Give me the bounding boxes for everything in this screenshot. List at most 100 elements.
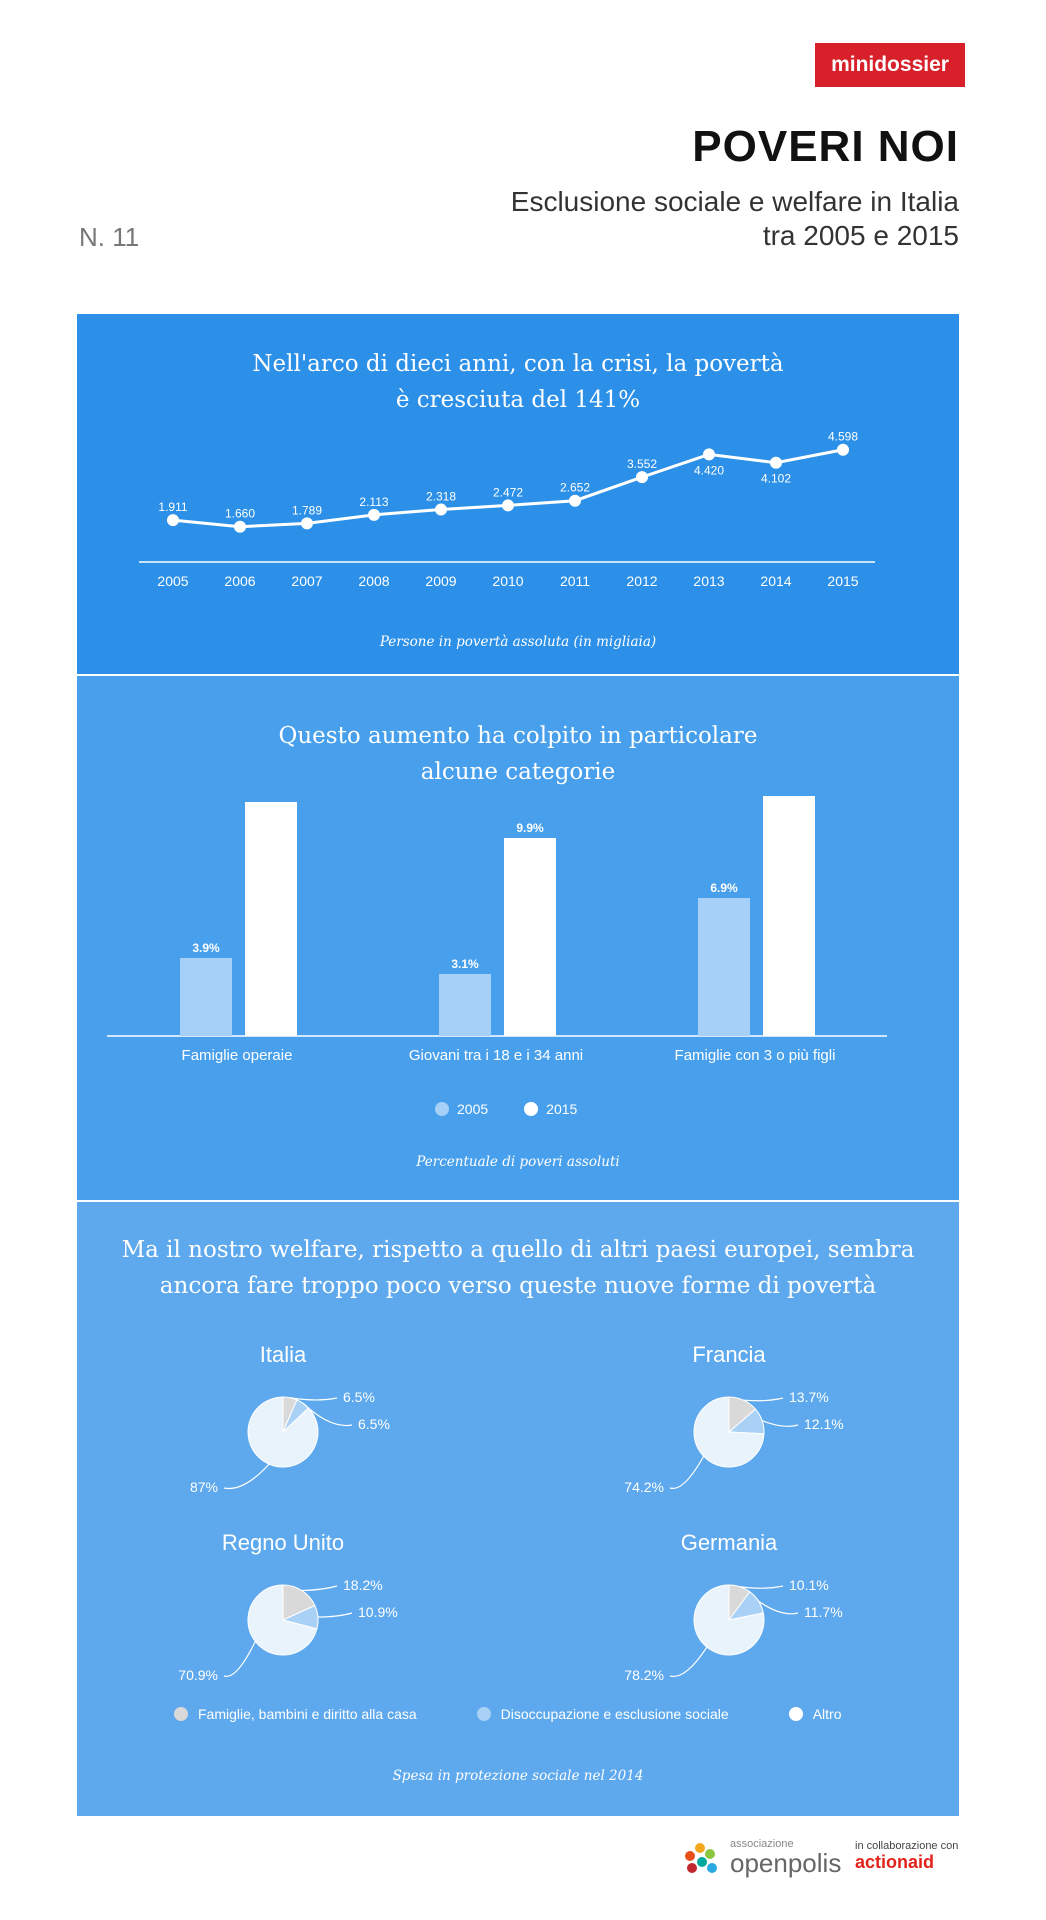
x-tick-2005: 2005 [157,573,188,589]
line-chart: 1.911 2005 1.660 2006 1.789 2007 2.113 2008 2.31… [139,430,875,589]
pie-label-1-1: 12.1% [804,1416,844,1432]
data-label-2013: 4.420 [694,463,724,477]
x-tick-2015: 2015 [827,573,858,589]
pie-label-2-2: 70.9% [178,1667,218,1683]
x-tick-2011: 2011 [560,573,590,589]
data-label-2011: 2.652 [560,481,590,495]
pie-label-3-0: 10.1% [789,1577,829,1593]
pie-title-germania: Germania [680,1530,778,1555]
actionaid-small-text: in collaborazione con [855,1840,959,1852]
section2-title-line2: alcune categorie [420,759,616,785]
page-subtitle-line2: tra 2005 e 2015 [762,220,959,251]
bar-2005-2 [698,898,750,1036]
pie-label-3-1: 11.7% [804,1604,843,1620]
bar-label-2005-2: 6.9% [710,881,738,895]
category-label-1: Giovani tra i 18 e i 34 anni [409,1047,583,1064]
x-tick-2006: 2006 [224,573,255,589]
pie-label-0-2: 87% [190,1479,218,1495]
legend-label-altro: Altro [812,1706,842,1722]
x-tick-2009: 2009 [425,573,456,589]
bar-legend: 2005 2015 [435,1101,577,1117]
pie-leader-3-0 [739,1585,784,1589]
data-point-2005 [167,514,179,527]
legend-swatch-famiglie [174,1707,188,1721]
data-label-2007: 1.789 [292,503,322,517]
openpolis-small-text: associazione [730,1838,794,1850]
data-point-2011 [569,494,581,507]
page-title: POVERI NOI [692,122,959,171]
bar-chart: 3.9% 11.7% Famiglie operaie 3.1% 9.9% Giovani… [107,796,887,1064]
legend-label-famiglie: Famiglie, bambini e diritto alla casa [198,1706,417,1722]
pie-leader-0-0 [290,1397,338,1401]
categories-panel: Questo aumento ha colpito in particolare… [77,676,959,1200]
pie-leader-2-2 [223,1641,256,1677]
pie-legend: Famiglie, bambini e diritto alla casa Di… [174,1706,841,1722]
legend-label-disoccupazione: Disoccupazione e esclusione sociale [500,1706,729,1722]
pie-label-2-0: 18.2% [343,1577,383,1593]
bar-2015-0 [245,802,297,1036]
bar-label-2005-1: 3.1% [451,957,479,971]
pie-title-regno-unito: Regno Unito [221,1530,345,1555]
x-tick-2007: 2007 [291,573,322,589]
section1-caption: Persone in povertà assoluta (in migliaia… [379,634,657,650]
x-tick-2010: 2010 [492,573,523,589]
pie-label-1-2: 74.2% [624,1479,664,1495]
legend-swatch-altro [788,1707,803,1721]
bar-label-2015-0: 11.7% [254,796,288,799]
x-tick-2014: 2014 [760,573,791,589]
actionaid-name: actionaid [855,1852,935,1872]
section3-title: Ma il nostro welfare, rispetto a quello … [77,1232,959,1304]
pie-label-2-1: 10.9% [358,1604,398,1620]
data-label-2014: 4.102 [761,472,791,486]
pie-leader-2-0 [301,1585,338,1592]
legend-label-2005: 2005 [457,1101,489,1117]
pie-leader-1-1 [761,1420,799,1427]
section2-title: Questo aumento ha colpito in particolare… [77,718,959,790]
legend-swatch-2005 [435,1102,449,1116]
pie-leader-2-1 [317,1612,353,1618]
legend-label-2015: 2015 [546,1101,578,1117]
actionaid-logo: in collaborazione con actionaid [855,1840,958,1873]
data-label-2006: 1.660 [225,507,255,521]
page-subtitle-line1: Esclusione sociale e welfare in Italia [510,186,959,217]
pie-label-3-2: 78.2% [624,1667,664,1683]
data-point-2015 [837,443,849,456]
pie-title-italia: Italia [259,1342,307,1367]
data-point-2014 [770,456,782,469]
pie-slice-1-2 [693,1396,765,1468]
data-point-2009 [435,503,447,516]
x-tick-2008: 2008 [358,573,389,589]
data-point-2008 [368,508,380,521]
category-label-0: Famiglie operaie [182,1047,293,1064]
data-label-2009: 2.318 [426,489,456,503]
data-point-2007 [301,517,313,530]
pie-title-francia: Francia [692,1342,766,1367]
legend-swatch-2015 [524,1102,539,1116]
pie-label-1-0: 13.7% [789,1389,829,1405]
bar-2005-0 [180,958,232,1036]
pie-leader-3-2 [669,1646,708,1678]
pie-leader-0-2 [223,1463,270,1490]
pie-label-0-0: 6.5% [343,1389,375,1405]
data-label-2015: 4.598 [828,430,858,444]
section2-title-line1: Questo aumento ha colpito in particolare [278,723,758,749]
section2-caption: Percentuale di poveri assoluti [416,1154,620,1170]
pie-slice-0-2 [247,1396,319,1468]
pie-label-0-1: 6.5% [358,1416,390,1432]
pie-slice-3-2 [693,1584,765,1656]
section1-title-line2: è cresciuta del 141% [395,387,641,413]
pie-leader-1-2 [669,1455,705,1489]
x-tick-2012: 2012 [626,573,657,589]
category-label-2: Famiglie con 3 o più figli [675,1047,836,1064]
data-label-2005: 1.911 [158,500,187,514]
bar-2015-2 [763,796,815,1036]
minidossier-badge: minidossier [815,43,965,87]
x-tick-2013: 2013 [693,573,724,589]
section3-title-line2: ancora fare troppo poco verso queste nuo… [159,1273,877,1299]
data-point-2006 [234,520,246,533]
pie-leader-1-0 [743,1397,784,1402]
legend-swatch-disoccupazione [476,1707,491,1721]
bar-label-2005-0: 3.9% [192,941,220,955]
pie-slice-2-0 [282,1584,316,1621]
bar-2005-1 [439,974,491,1036]
